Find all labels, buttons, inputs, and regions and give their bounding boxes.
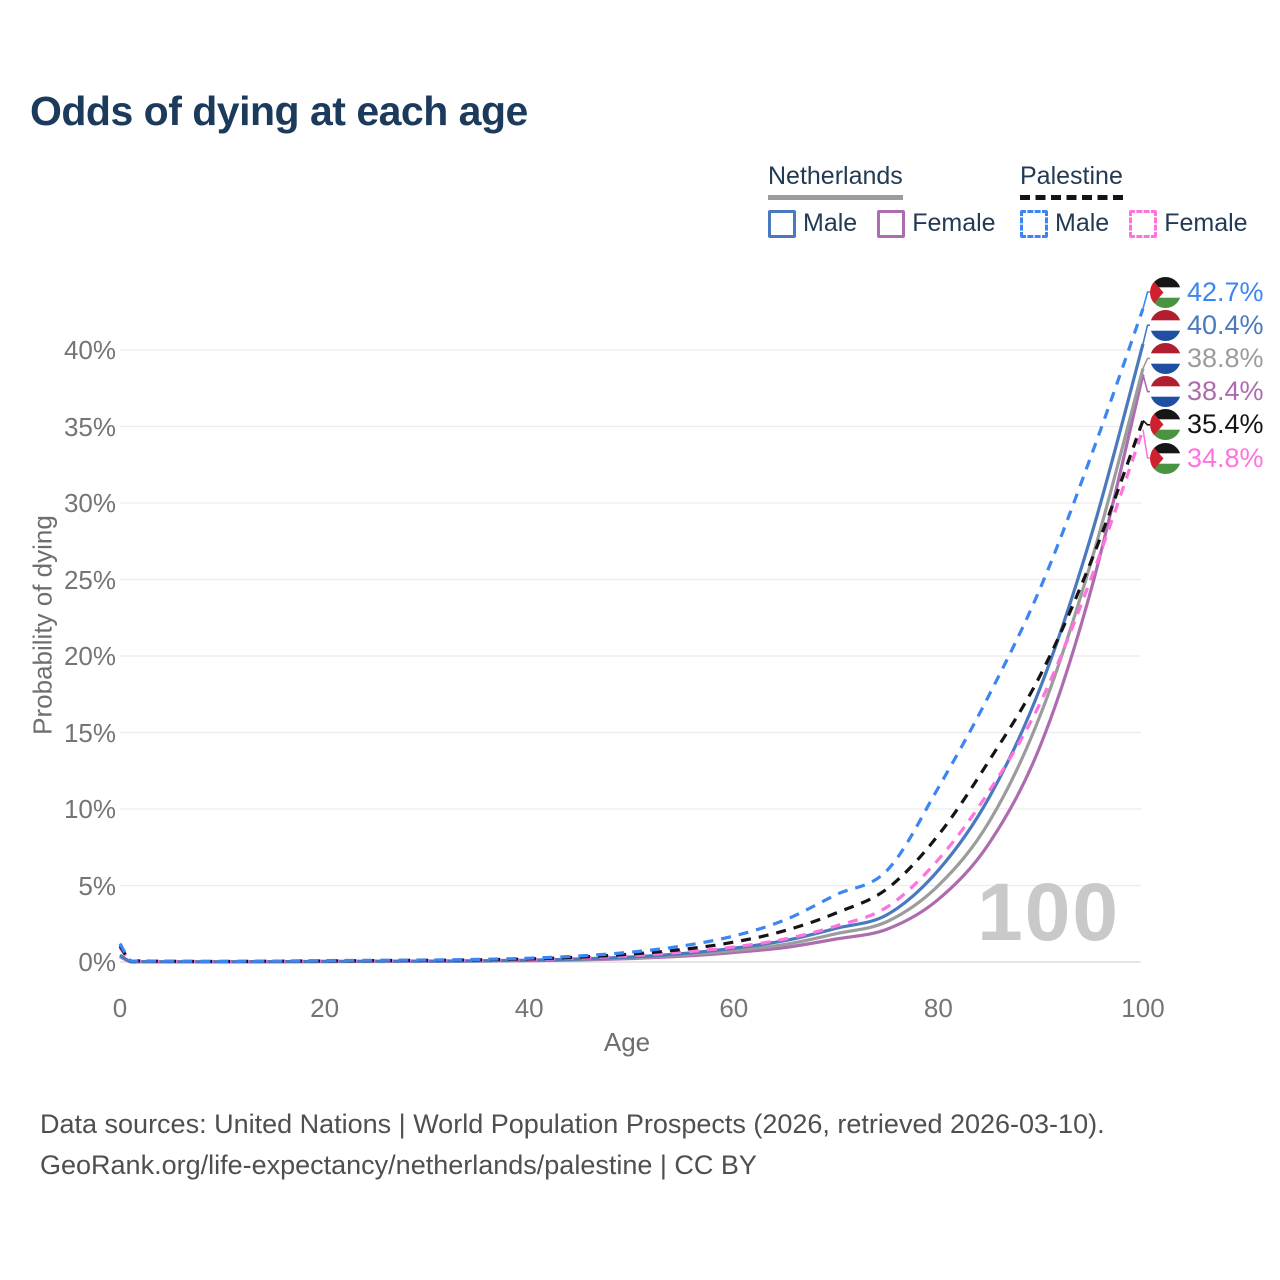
legend-country-label[interactable]: Palestine (1020, 162, 1123, 200)
attribution-line: GeoRank.org/life-expectancy/netherlands/… (40, 1150, 757, 1180)
end-value-label: 42.7% (1187, 276, 1264, 307)
y-tick-label: 20% (63, 641, 116, 671)
end-value-label: 40.4% (1187, 309, 1264, 340)
netherlands-flag-icon (1150, 309, 1181, 341)
legend-country-label[interactable]: Netherlands (768, 162, 903, 200)
end-value-label: 38.4% (1187, 376, 1264, 407)
legend-item-label: Male (1055, 209, 1110, 237)
data-source-line: Data sources: United Nations | World Pop… (40, 1109, 1105, 1139)
y-tick-label: 25% (63, 564, 116, 595)
legend-swatch-icon (768, 209, 796, 238)
palestine-flag-icon (1150, 442, 1181, 474)
end-label-palestine-male: 42.7% (1150, 276, 1264, 308)
end-label-netherlands-female: 38.4% (1150, 376, 1264, 408)
y-tick-label: 5% (78, 870, 116, 901)
age-hover-value-watermark: 100 (977, 867, 1120, 958)
end-label-palestine-both: 35.4% (1150, 409, 1264, 441)
footer: Data sources: United Nations | World Pop… (40, 1104, 1105, 1186)
legend-item-label: Male (803, 209, 858, 237)
legend-swatch-icon (1129, 209, 1158, 238)
y-tick-label: 15% (63, 717, 116, 748)
legend-group-palestine: Palestine Male Female (1020, 162, 1268, 238)
end-value-label: 34.8% (1187, 442, 1264, 473)
y-tick-label: 10% (63, 794, 116, 824)
y-tick-label: 35% (63, 411, 116, 442)
x-tick-label: 100 (1121, 993, 1165, 1023)
y-tick-label: 40% (63, 335, 116, 365)
end-value-label: 38.8% (1187, 342, 1264, 373)
legend-item-palestine-male[interactable]: Male (1020, 209, 1109, 238)
palestine-flag-icon (1150, 409, 1181, 441)
x-axis-title: Age (603, 1027, 651, 1057)
legend-item-label: Female (1164, 209, 1248, 237)
y-axis-title: Probability of dying (27, 515, 58, 735)
x-tick-label: 0 (112, 993, 128, 1023)
x-tick-label: 80 (923, 993, 953, 1023)
legend-group-netherlands: Netherlands Male Female (768, 162, 1016, 238)
x-tick-label: 20 (310, 993, 340, 1023)
end-label-netherlands-both: 38.8% (1150, 342, 1264, 374)
x-tick-label: 40 (514, 993, 544, 1023)
end-label-palestine-female: 34.8% (1150, 442, 1264, 474)
netherlands-flag-icon (1150, 376, 1181, 408)
legend-item-netherlands-male[interactable]: Male (768, 209, 857, 238)
legend-swatch-icon (1020, 209, 1048, 238)
x-tick-label: 60 (719, 993, 749, 1023)
legend-swatch-icon (877, 209, 906, 238)
y-tick-label: 0% (78, 947, 116, 977)
netherlands-flag-icon (1150, 342, 1181, 374)
page-title: Odds of dying at each age (30, 88, 528, 134)
legend-item-netherlands-female[interactable]: Female (877, 209, 996, 238)
legend-item-palestine-female[interactable]: Female (1129, 209, 1248, 238)
y-tick-label: 30% (63, 488, 116, 518)
series-line-palestine-male (118, 308, 1145, 964)
palestine-flag-icon (1150, 276, 1181, 308)
legend-item-label: Female (912, 209, 996, 237)
end-label-netherlands-male: 40.4% (1150, 309, 1264, 341)
end-value-label: 35.4% (1187, 409, 1264, 440)
